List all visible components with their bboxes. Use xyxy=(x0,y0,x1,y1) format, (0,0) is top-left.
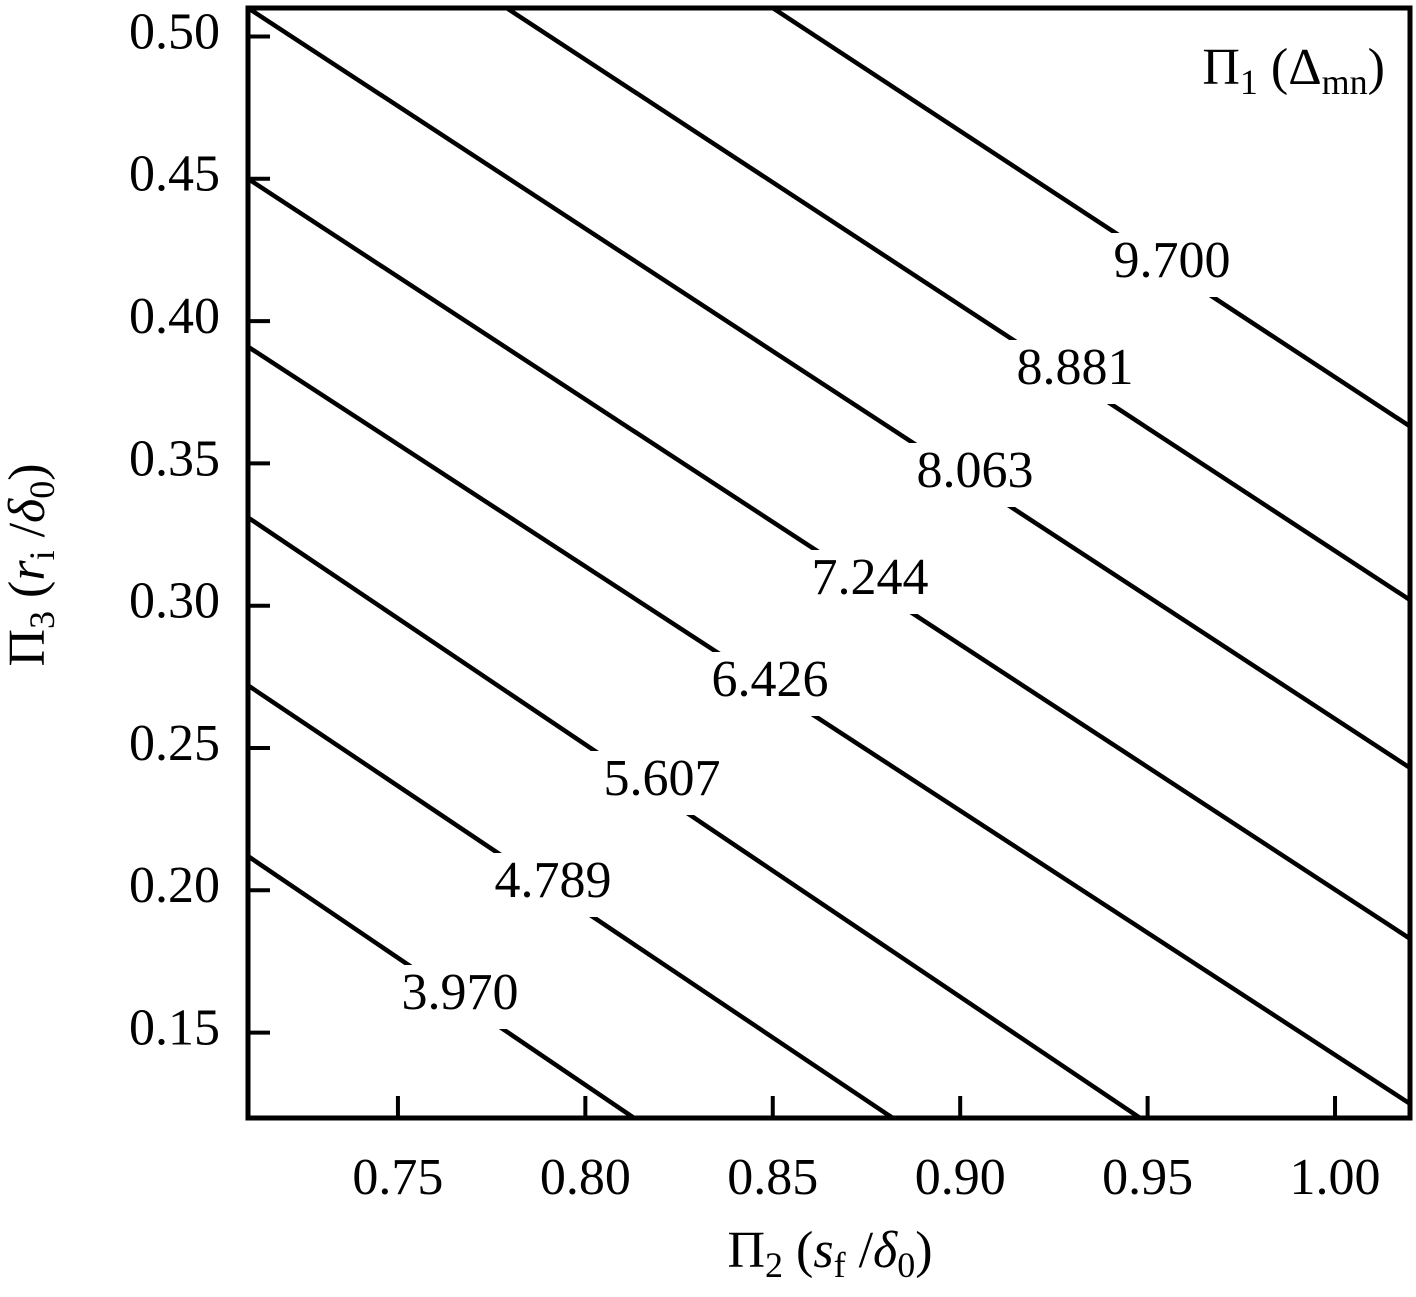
label-part: Π xyxy=(0,629,56,667)
y-tick-label: 0.35 xyxy=(129,430,220,487)
label-gap xyxy=(893,443,1057,507)
contour-label: 8.881 xyxy=(1017,339,1134,396)
label-part: Π xyxy=(727,1222,765,1279)
label-part: ) xyxy=(1368,39,1385,96)
y-tick-label: 0.40 xyxy=(129,288,220,345)
label-gap xyxy=(1090,233,1254,297)
label-gap xyxy=(378,965,542,1029)
x-tick-label: 0.80 xyxy=(540,1149,631,1206)
annotation: Π1 (Δmn) xyxy=(1202,39,1385,102)
y-tick-label: 0.25 xyxy=(129,715,220,772)
label-part: mn xyxy=(1322,62,1368,102)
contour-line xyxy=(246,344,1412,1106)
y-axis-label: Π3 (ri /δ0) xyxy=(0,463,62,666)
contour-label: 8.063 xyxy=(917,442,1034,499)
label-part: ( xyxy=(783,1222,813,1279)
contour-label: 3.970 xyxy=(402,964,519,1021)
label-part: r xyxy=(0,560,56,581)
label-part: ( xyxy=(0,581,56,611)
contour-label: 4.789 xyxy=(495,852,612,909)
label-part: 1 xyxy=(1240,62,1258,102)
x-axis-label: Π2 (sf /δ0) xyxy=(727,1222,932,1285)
x-tick-label: 0.90 xyxy=(915,1149,1006,1206)
contour-line xyxy=(246,6,1412,770)
label-part: i xyxy=(22,550,62,560)
label-gap xyxy=(993,340,1157,404)
contour-line xyxy=(505,6,1412,602)
y-tick-label: 0.20 xyxy=(129,857,220,914)
x-tick-label: 0.85 xyxy=(727,1149,818,1206)
label-part: Π xyxy=(1202,39,1240,96)
contour-label: 7.244 xyxy=(812,549,929,606)
label-part: (Δ xyxy=(1258,39,1322,96)
contour-label: 6.426 xyxy=(712,651,829,708)
plot-frame xyxy=(245,5,1413,1121)
label-part: 2 xyxy=(765,1245,783,1285)
contour-line xyxy=(246,515,1142,1120)
x-tick-label: 0.95 xyxy=(1102,1149,1193,1206)
contour-label: 9.700 xyxy=(1114,232,1231,289)
y-tick-label: 0.30 xyxy=(129,573,220,630)
label-part: 0 xyxy=(897,1245,915,1285)
label-part: / xyxy=(846,1222,874,1279)
label-part: δ xyxy=(0,498,56,523)
label-part: f xyxy=(834,1245,846,1285)
x-tick-label: 1.00 xyxy=(1290,1149,1381,1206)
contour-line xyxy=(771,6,1412,429)
label-part: ) xyxy=(0,463,56,480)
label-gap xyxy=(580,751,744,815)
y-tick-label: 0.50 xyxy=(129,3,220,60)
contour-label: 5.607 xyxy=(604,750,721,807)
y-tick-label: 0.45 xyxy=(129,146,220,203)
y-tick-label: 0.15 xyxy=(129,1000,220,1057)
x-tick-label: 0.75 xyxy=(352,1149,443,1206)
label-gap xyxy=(788,550,952,614)
label-part: / xyxy=(0,522,56,550)
label-part: ) xyxy=(915,1222,932,1279)
label-gap xyxy=(471,853,635,917)
label-part: 0 xyxy=(22,481,62,499)
label-part: δ xyxy=(873,1222,898,1279)
label-gap xyxy=(688,652,852,716)
label-part: s xyxy=(813,1222,833,1279)
label-part: 3 xyxy=(22,611,62,629)
